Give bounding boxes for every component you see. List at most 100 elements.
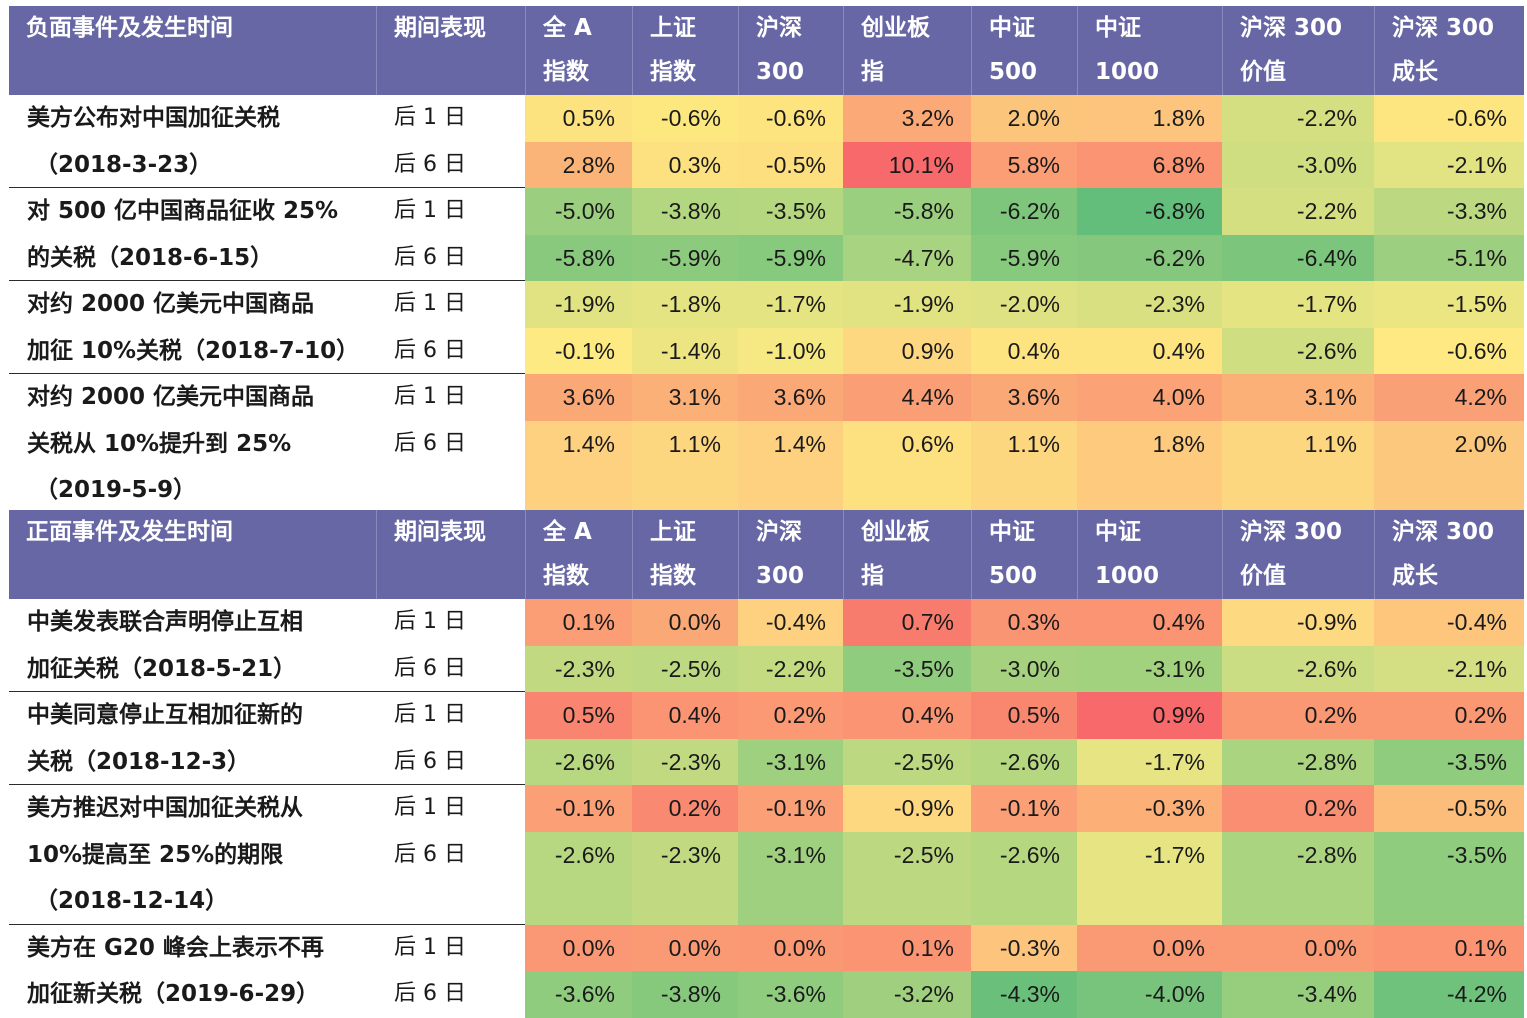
header-column: 上证 指数 [632, 6, 738, 95]
header-column: 中证 1000 [1077, 510, 1222, 599]
event-label-line: 加征新关税（2019-6-29） [27, 981, 320, 1007]
value-text: -3.6% [765, 981, 826, 1007]
value-cell: 3.1% [1222, 374, 1374, 421]
value-text: -5.8% [554, 244, 615, 271]
value-text: -0.1% [554, 795, 615, 821]
value-text: 0.1% [901, 934, 954, 961]
value-cell: 0.4% [632, 692, 738, 739]
value-cell: 0.5% [525, 95, 632, 142]
value-cell: -0.6% [738, 95, 843, 142]
header-column-line: 指数 [543, 59, 589, 85]
value-cell: 10.1% [843, 141, 971, 188]
value-text: -2.0% [999, 291, 1060, 317]
value-cell: -2.3% [1077, 281, 1222, 328]
value-cell: -6.2% [1077, 234, 1222, 281]
value-cell: -3.1% [1077, 645, 1222, 692]
header-column-line: 300 [756, 59, 805, 85]
value-cell: -2.6% [525, 831, 632, 925]
value-cell: -3.6% [738, 971, 843, 1018]
event-label-line: （2018-12-14） [35, 888, 229, 914]
value-cell: -5.9% [738, 234, 843, 281]
header-period: 期间表现 [376, 510, 525, 599]
value-text: -4.7% [893, 244, 954, 271]
value-text: -0.6% [660, 105, 721, 131]
header-column-line: 沪深 300 [1240, 15, 1343, 41]
value-text: -3.6% [554, 981, 615, 1007]
value-cell: -2.3% [525, 645, 632, 692]
value-cell: 0.9% [1077, 692, 1222, 739]
value-text: 1.4% [773, 430, 826, 457]
value-cell: 6.8% [1077, 141, 1222, 188]
header-column-line: 中证 [989, 519, 1035, 545]
value-cell: -4.2% [1374, 971, 1524, 1018]
value-cell: -4.3% [971, 971, 1077, 1018]
value-cell: -2.6% [525, 738, 632, 785]
value-text: 0.4% [1152, 337, 1205, 364]
value-text: -3.4% [1296, 981, 1357, 1007]
value-text: -1.9% [893, 291, 954, 317]
header-period: 期间表现 [376, 6, 525, 95]
period-label: 后 1 日 [376, 785, 525, 832]
value-text: -5.9% [765, 244, 826, 271]
value-text: -0.3% [1144, 795, 1205, 821]
event-label-line: 关税从 10%提升到 25% [27, 430, 292, 457]
period-label: 后 1 日 [376, 924, 525, 971]
event-label: 中美发表联合声明停止互相 加征关税（2018-5-21） [9, 599, 376, 692]
value-text: 1.1% [1304, 430, 1357, 457]
value-cell: -3.8% [632, 971, 738, 1018]
period-label: 后 6 日 [376, 234, 525, 281]
event-label-line: 对约 2000 亿美元中国商品 [27, 291, 315, 317]
header-column-line: 上证 [650, 519, 696, 545]
value-text: -2.8% [1296, 748, 1357, 775]
value-text: -2.3% [554, 655, 615, 682]
value-text: 0.5% [1007, 702, 1060, 728]
value-text: 0.4% [668, 702, 721, 728]
value-text: -3.1% [765, 748, 826, 775]
value-text: -2.6% [999, 748, 1060, 775]
value-text: -6.4% [1296, 244, 1357, 271]
period-label: 后 6 日 [376, 645, 525, 692]
event-label-line: 加征关税（2018-5-21） [27, 655, 297, 682]
event-label-line: （2018-3-23） [35, 151, 213, 178]
value-cell: -4.0% [1077, 971, 1222, 1018]
value-cell: -2.6% [1222, 327, 1374, 374]
value-text: -2.6% [999, 841, 1060, 868]
value-cell: -1.8% [632, 281, 738, 328]
header-event: 负面事件及发生时间 [26, 15, 233, 41]
value-cell: -0.9% [1222, 599, 1374, 646]
header-column: 沪深 300 成长 [1374, 6, 1524, 95]
value-cell: 0.1% [843, 924, 971, 971]
period-label: 后 1 日 [376, 599, 525, 646]
value-cell: -2.2% [1222, 95, 1374, 142]
table-header [9, 6, 1524, 95]
value-cell: 3.1% [632, 374, 738, 421]
value-cell: -5.9% [632, 234, 738, 281]
value-cell: -1.7% [1077, 738, 1222, 785]
value-text: 0.4% [901, 702, 954, 728]
value-text: -0.1% [765, 795, 826, 821]
value-cell: 0.6% [843, 420, 971, 514]
event-label-line: 对 500 亿中国商品征收 25% [27, 198, 339, 224]
value-text: -6.8% [1144, 198, 1205, 224]
value-text: 0.2% [1304, 702, 1357, 728]
value-text: -1.8% [660, 291, 721, 317]
value-text: 3.6% [773, 384, 826, 410]
value-cell: -2.1% [1374, 645, 1524, 692]
value-text: -0.1% [999, 795, 1060, 821]
value-text: -4.0% [1144, 981, 1205, 1007]
value-text: -3.8% [660, 981, 721, 1007]
header-column-line: 价值 [1240, 563, 1286, 589]
value-cell: 2.0% [1374, 420, 1524, 514]
value-text: 0.4% [1152, 609, 1205, 635]
value-text: 0.5% [562, 702, 615, 728]
value-cell: 0.5% [971, 692, 1077, 739]
value-text: -2.2% [1296, 105, 1357, 131]
value-text: -1.7% [1296, 291, 1357, 317]
value-cell: 2.0% [971, 95, 1077, 142]
value-cell: 3.6% [971, 374, 1077, 421]
period-label: 后 1 日 [376, 188, 525, 235]
value-text: 6.8% [1152, 151, 1205, 178]
value-cell: -5.9% [971, 234, 1077, 281]
value-text: 0.9% [1152, 702, 1205, 728]
header-column-line: 中证 [1095, 15, 1141, 41]
